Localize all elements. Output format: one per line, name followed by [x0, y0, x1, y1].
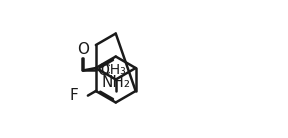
Text: NH₂: NH₂ — [101, 75, 130, 90]
Text: F: F — [70, 88, 79, 103]
Text: O: O — [97, 63, 109, 78]
Text: O: O — [77, 42, 90, 57]
Text: CH₃: CH₃ — [101, 63, 126, 78]
